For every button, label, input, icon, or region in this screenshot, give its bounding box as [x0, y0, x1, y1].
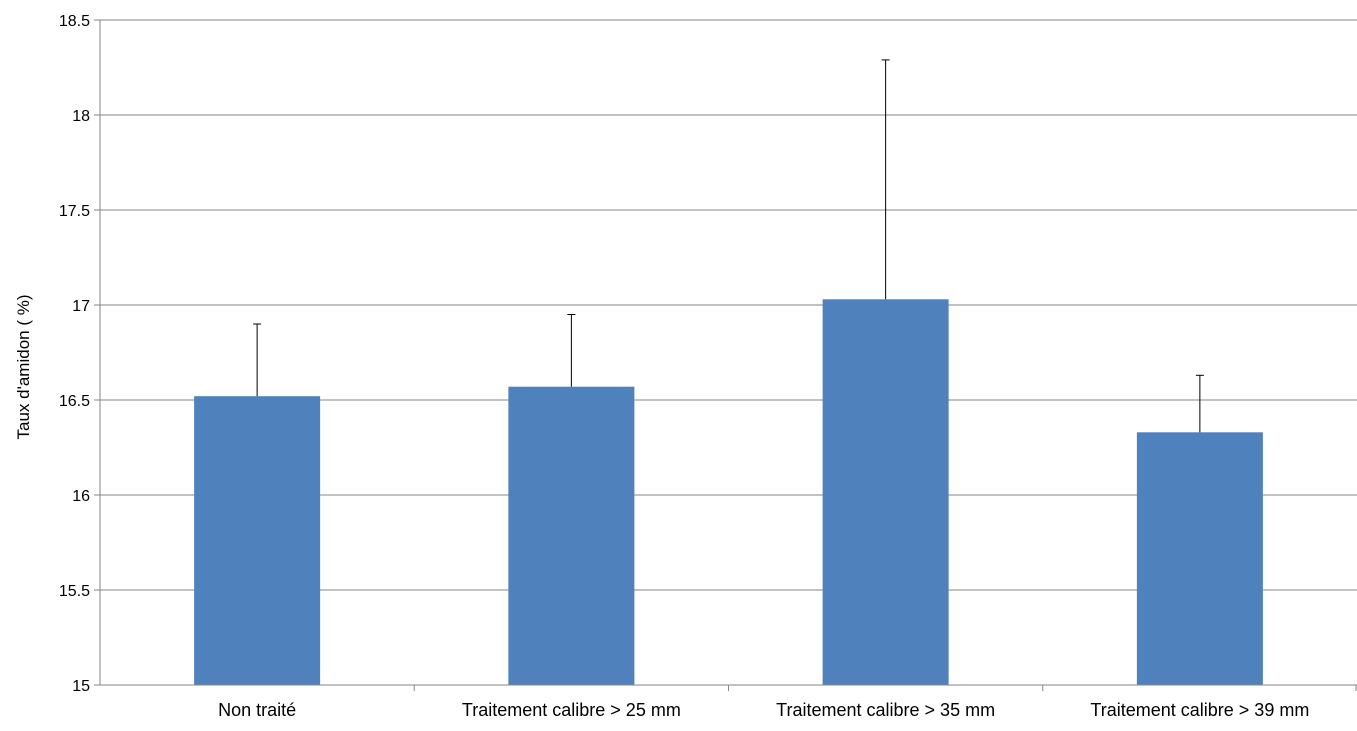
y-tick-labels: 15 15.5 16 16.5 17 17.5 18 18.5: [59, 13, 90, 695]
y-tick-label: 15.5: [59, 583, 90, 600]
y-tick-label: 18.5: [59, 13, 90, 30]
y-tick-label: 17: [72, 298, 90, 315]
y-tick-label: 16.5: [59, 393, 90, 410]
y-tick-label: 15: [72, 678, 90, 695]
x-tick-labels: Non traité Traitement calibre > 25 mm Trai…: [218, 700, 1309, 720]
bar: [822, 299, 949, 685]
bar: [1136, 432, 1263, 685]
y-tick-label: 16: [72, 488, 90, 505]
bar: [194, 396, 321, 685]
bars: [194, 299, 1263, 685]
x-tick-label: Non traité: [218, 700, 296, 720]
y-tick-label: 17.5: [59, 203, 90, 220]
x-tick-label: Traitement calibre > 35 mm: [776, 700, 995, 720]
axes: [94, 19, 1357, 691]
bar: [508, 386, 635, 685]
y-tick-label: 18: [72, 108, 90, 125]
x-tick-label: Traitement calibre > 25 mm: [462, 700, 681, 720]
y-axis-label: Taux d'amidon ( %): [14, 295, 33, 440]
error-bars: [253, 59, 1204, 433]
x-tick-label: Traitement calibre > 39 mm: [1090, 700, 1309, 720]
